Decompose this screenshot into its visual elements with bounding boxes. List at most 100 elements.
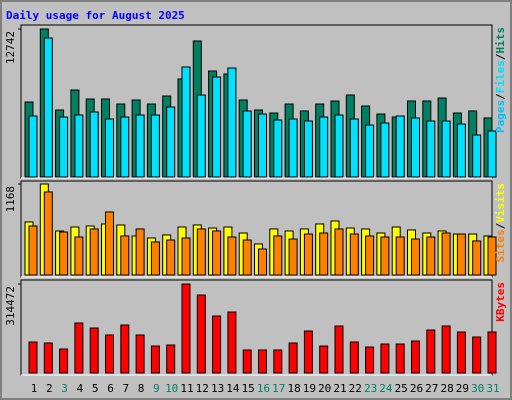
bar (395, 343, 405, 374)
bar (487, 130, 497, 178)
bar (380, 343, 390, 374)
bar (426, 236, 436, 276)
bar (258, 113, 267, 178)
x-tick-label: 4 (77, 382, 84, 395)
x-tick-label: 1 (31, 382, 38, 395)
bar (89, 111, 99, 178)
bar (227, 67, 237, 178)
bar (181, 237, 191, 276)
x-tick-label: 24 (379, 382, 393, 395)
bar (319, 232, 329, 276)
x-tick-label: 17 (272, 382, 285, 395)
legend: Sites/Visits (494, 183, 507, 263)
x-tick-label: 18 (287, 382, 300, 395)
bar (59, 348, 69, 374)
legend-separator: / (494, 93, 507, 100)
legend-entry: Files (494, 60, 507, 93)
bar (456, 233, 466, 276)
bar (472, 240, 482, 276)
bar (487, 236, 497, 276)
x-tick-label: 26 (410, 382, 423, 395)
x-tick-label: 8 (138, 382, 145, 395)
x-tick-label: 16 (257, 382, 270, 395)
bar (89, 228, 99, 276)
bar (135, 228, 145, 276)
x-tick-label: 21 (333, 382, 346, 395)
bar (28, 115, 38, 178)
bar (212, 315, 222, 374)
bar (441, 325, 451, 374)
bar (212, 76, 222, 178)
bar (43, 342, 53, 374)
bar (426, 120, 436, 178)
bar (349, 341, 359, 374)
x-tick-label: 9 (153, 382, 160, 395)
bar (120, 324, 130, 374)
x-tick-label: 11 (180, 382, 193, 395)
legend: Pages/Files/Hits (494, 27, 507, 133)
bar (334, 325, 344, 374)
bar (411, 238, 420, 276)
bar (74, 322, 84, 374)
bar (380, 122, 390, 178)
legend-separator: / (494, 53, 507, 60)
bar (28, 341, 38, 374)
bar (166, 344, 176, 374)
bar (319, 345, 329, 374)
bar (150, 345, 160, 374)
x-tick-label: 12 (196, 382, 209, 395)
bar (43, 37, 53, 178)
bar (242, 239, 252, 276)
legend-entry: Visits (494, 183, 507, 223)
bar (273, 349, 283, 374)
bar (334, 114, 344, 178)
bar (303, 120, 313, 178)
bar (303, 233, 313, 276)
bar (150, 241, 160, 276)
bar (135, 334, 145, 374)
bar (150, 114, 160, 178)
bar (28, 225, 38, 276)
bar (135, 114, 145, 178)
x-tick-label: 23 (364, 382, 377, 395)
legend-separator: / (494, 222, 507, 229)
x-tick-label: 7 (122, 382, 129, 395)
x-tick-label: 19 (303, 382, 316, 395)
x-tick-label: 2 (46, 382, 53, 395)
x-tick-label: 15 (242, 382, 255, 395)
bar (288, 342, 298, 374)
x-tick-label: 22 (349, 382, 362, 395)
bar (258, 248, 267, 276)
bar (303, 330, 313, 374)
bar (472, 336, 482, 374)
bar (441, 232, 451, 276)
chart-title: Daily usage for August 2025 (6, 9, 185, 22)
bar (242, 349, 252, 374)
bar (181, 66, 191, 178)
bar (365, 235, 375, 276)
x-tick-label: 27 (425, 382, 438, 395)
bar (395, 115, 405, 178)
bar (43, 191, 53, 276)
bar (212, 230, 222, 276)
bar (105, 118, 114, 178)
bar (227, 236, 237, 276)
x-tick-label: 14 (226, 382, 240, 395)
bar (411, 117, 420, 178)
bar (196, 228, 206, 276)
bar (426, 329, 436, 374)
x-tick-label: 20 (318, 382, 331, 395)
x-tick-label: 6 (107, 382, 114, 395)
legend-entry: Hits (494, 27, 507, 54)
bar (411, 340, 420, 374)
x-tick-label: 25 (395, 382, 408, 395)
x-tick-label: 29 (456, 382, 469, 395)
y-tick-label: 1168 (4, 186, 17, 213)
bar (349, 233, 359, 276)
bar (59, 116, 69, 178)
x-tick-label: 28 (440, 382, 453, 395)
bar (349, 118, 359, 178)
